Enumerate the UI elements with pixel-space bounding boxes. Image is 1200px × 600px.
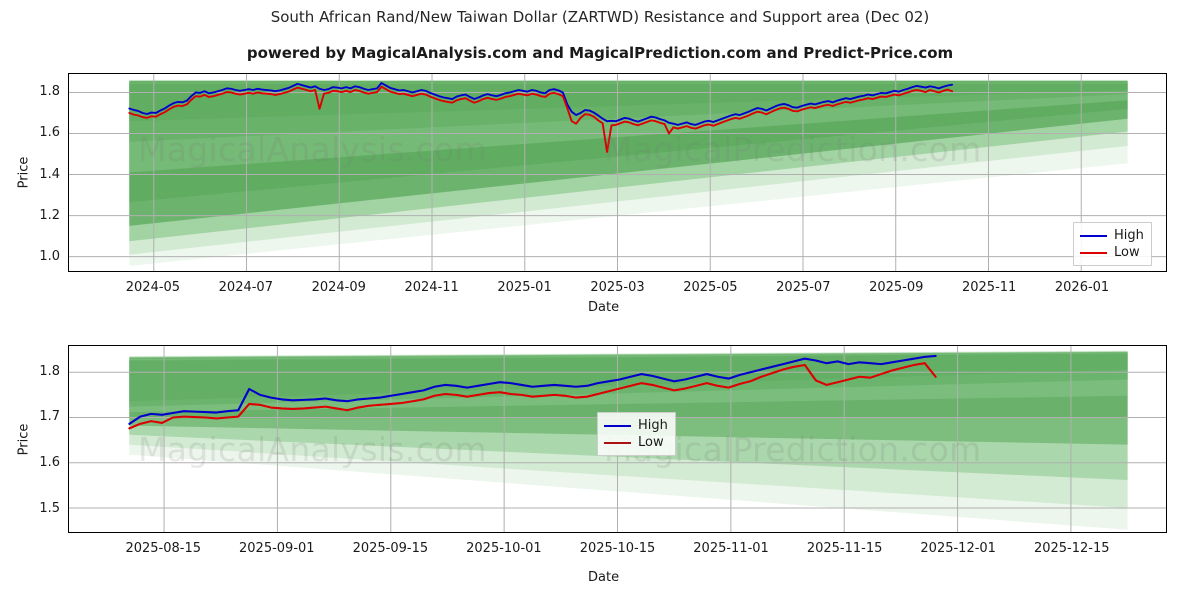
top-x-tick-label: 2025-03 [590, 280, 645, 295]
top-x-tick-label: 2024-11 [404, 280, 459, 295]
legend-label-low: Low [638, 435, 664, 450]
top-x-tick-label: 2025-11 [961, 280, 1017, 295]
top-y-tick-label: 1.2 [39, 208, 60, 224]
bottom-y-tick-label: 1.7 [39, 409, 60, 425]
legend-entry-high: High [1080, 227, 1144, 244]
top-x-tick-label: 2026-01 [1054, 280, 1110, 295]
legend-entry-low: Low [604, 434, 668, 451]
top-series-layer [128, 82, 954, 153]
legend-entry-high: High [604, 417, 668, 434]
bottom-x-tick-label: 2025-08-15 [125, 541, 202, 556]
legend-label-high: High [638, 418, 668, 433]
bottom-y-tick-label: 1.8 [39, 363, 60, 379]
legend-label-low: Low [1114, 245, 1140, 260]
legend-swatch-low [604, 441, 631, 444]
bottom-x-tick-label: 2025-10-15 [579, 541, 656, 556]
bottom-legend[interactable]: High Low [597, 412, 676, 456]
bottom-x-tick-label: 2025-09-15 [352, 541, 429, 556]
top-plot-area [68, 73, 1167, 272]
bottom-x-tick-label: 2025-09-01 [239, 541, 315, 556]
top-legend[interactable]: High Low [1073, 222, 1152, 266]
top-x-tick-label: 2024-09 [311, 280, 366, 295]
legend-label-high: High [1114, 228, 1144, 243]
legend-swatch-low [1080, 251, 1107, 254]
page-subtitle: powered by MagicalAnalysis.com and Magic… [246, 44, 954, 62]
bottom-y-tick-label: 1.6 [39, 455, 60, 470]
bottom-y-tick-label: 1.5 [39, 500, 60, 516]
top-chart-panel [68, 73, 1167, 272]
bottom-series-layer [128, 354, 937, 430]
legend-swatch-high [1080, 234, 1107, 237]
legend-swatch-high [604, 424, 631, 427]
page-title: South African Rand/New Taiwan Dollar (ZA… [270, 8, 930, 26]
bottom-x-tick-label: 2025-11-01 [693, 541, 769, 556]
top-x-tick-label: 2025-05 [683, 280, 738, 295]
top-grid-layer [69, 74, 1166, 271]
top-x-tick-label: 2024-05 [125, 280, 181, 295]
bottom-x-tick-label: 2025-10-01 [466, 541, 542, 556]
top-x-axis-label: Date [588, 300, 620, 315]
top-x-tick-label: 2025-01 [497, 280, 552, 295]
bottom-x-axis-label: Date [588, 570, 620, 585]
top-y-tick-label: 1.6 [39, 125, 60, 141]
top-y-tick-label: 1.0 [39, 249, 60, 265]
top-y-tick-label: 1.4 [39, 166, 60, 182]
bottom-x-tick-label: 2025-12-01 [920, 541, 996, 556]
top-x-tick-label: 2025-07 [776, 280, 831, 295]
top-x-tick-label: 2024-07 [218, 280, 273, 295]
bottom-x-tick-label: 2025-11-15 [806, 541, 883, 556]
top-x-tick-label: 2025-09 [869, 280, 924, 295]
bottom-grid-layer [69, 346, 1166, 532]
legend-entry-low: Low [1080, 244, 1144, 261]
top-y-tick-label: 1.8 [39, 83, 60, 99]
bottom-x-tick-label: 2025-12-15 [1033, 541, 1110, 556]
